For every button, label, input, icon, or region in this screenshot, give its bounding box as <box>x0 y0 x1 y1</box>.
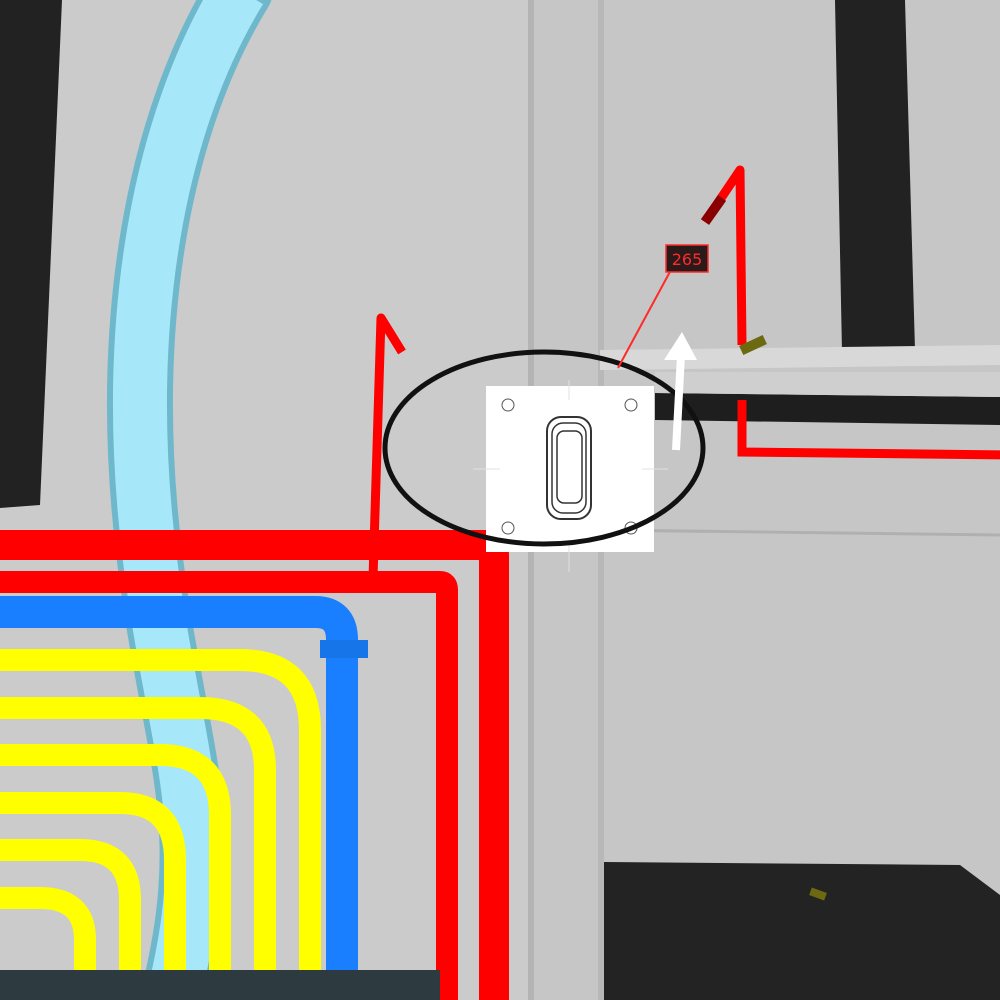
yellow-pipe-4 <box>0 792 186 1000</box>
shelf-line <box>599 528 1000 537</box>
red-pipe-inner <box>0 571 458 1000</box>
direction-arrow <box>664 332 697 451</box>
screw-hole-top-right <box>624 398 638 412</box>
floor-strip <box>0 970 440 1000</box>
dimension-label: 265 <box>672 250 703 269</box>
yellow-pipe-5 <box>0 839 141 1000</box>
dark-opening-left <box>0 0 62 508</box>
red-conduit-vertical <box>368 313 406 579</box>
dark-opening-top-right <box>835 0 915 352</box>
rocker-inner <box>556 430 583 504</box>
blue-pipe <box>0 596 358 1000</box>
yellow-pipe-bundle <box>0 649 321 1000</box>
yellow-pipe-6 <box>0 887 96 1000</box>
conduit-bracket <box>739 334 767 356</box>
dimension-label-box[interactable] <box>665 244 709 273</box>
rocker-outer[interactable] <box>546 416 592 520</box>
red-conduit-right <box>737 400 1000 460</box>
shelf-face <box>655 372 1000 397</box>
dark-red-stub <box>700 195 727 225</box>
shelf-shadow <box>655 393 1000 425</box>
highlight-ring <box>382 349 706 547</box>
yellow-pipe-1 <box>0 649 321 1000</box>
screw-hole-top-left <box>501 398 515 412</box>
screw-hole-bottom-left <box>501 521 515 535</box>
dark-opening-bottom-right <box>604 862 1000 1000</box>
rocker-mid <box>551 422 587 514</box>
yellow-pipe-3 <box>0 744 231 1000</box>
light-switch[interactable] <box>473 380 668 572</box>
yellow-pipe-2 <box>0 697 276 1000</box>
shelf-top <box>600 345 1000 370</box>
blue-pipe-joint <box>320 640 368 658</box>
floor-marker <box>809 887 827 901</box>
dimension-leader <box>617 267 673 369</box>
